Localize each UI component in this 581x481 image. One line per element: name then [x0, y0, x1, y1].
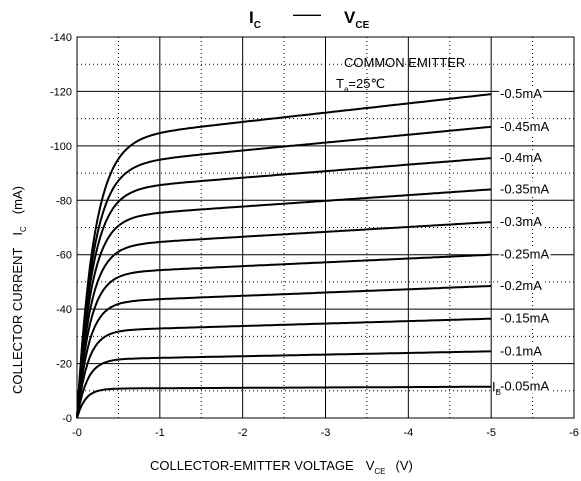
series-label-6: -0.3mA — [500, 214, 542, 229]
y-tick-label: -60 — [56, 250, 72, 262]
series-label-3: -0.15mA — [500, 311, 549, 326]
grid — [76, 36, 575, 419]
ib-curve-8 — [76, 157, 492, 419]
x-tick-label: -4 — [403, 427, 413, 439]
y-tick-label: -140 — [50, 32, 72, 44]
chart-title-ic-sub: C — [254, 20, 261, 31]
y-axis-label-sym: I — [10, 232, 25, 236]
ib-curve-2 — [76, 350, 492, 419]
y-axis-label-sub: C — [19, 226, 28, 232]
series-label-bg — [499, 246, 551, 262]
chart-title-ic: IC — [249, 8, 261, 31]
series-label-8: -0.4mA — [500, 150, 542, 165]
series-label-bg — [499, 343, 544, 359]
annotation-temperature-value: =25℃ — [348, 76, 385, 91]
series-label-5: -0.25mA — [500, 247, 549, 262]
series-label-10: -0.5mA — [500, 86, 542, 101]
chart-title-vce: VCE — [344, 8, 370, 31]
ib-curve-1 — [76, 385, 492, 419]
series-label-bg — [499, 378, 551, 394]
y-axis-label-unit: (mA) — [10, 186, 25, 214]
series-label-bg — [499, 214, 544, 230]
ib-prefix-sub: B — [496, 388, 501, 397]
series-label-bg — [499, 181, 551, 197]
annotation-temperature: Ta=25℃ — [336, 76, 385, 94]
series-label-7: -0.35mA — [500, 181, 549, 196]
series-label-bg — [499, 150, 544, 166]
tick-labels: -0 -1 -2 -3 -4 -5 -6 -0 -20 -40 -60 -80 -100 -120 -140 — [50, 32, 579, 439]
x-tick-label: -0 — [72, 427, 82, 439]
series-labels: -0.05mA -0.1mA -0.15mA -0.2mA -0.25mA -0.3mA -… — [499, 86, 551, 394]
y-tick-label: -80 — [56, 195, 72, 207]
y-axis-label: COLLECTOR CURRENTIC(mA) — [10, 186, 28, 394]
x-axis-label-sub: CE — [374, 467, 385, 476]
ib-curve-7 — [76, 188, 492, 419]
y-tick-label: -0 — [62, 413, 72, 425]
x-axis-label-unit: (V) — [396, 458, 413, 473]
x-tick-label: -5 — [486, 427, 496, 439]
x-axis-label: COLLECTOR-EMITTER VOLTAGE VCE (V) — [150, 458, 413, 476]
series-label-bg — [499, 310, 551, 326]
ib-curve-3 — [76, 317, 492, 419]
chart-title-separator: —— — [293, 6, 321, 22]
ib-curve-4 — [76, 285, 492, 419]
series-label-2: -0.1mA — [500, 343, 542, 358]
x-axis-label-sym: V — [366, 458, 375, 473]
series-label-bg — [499, 278, 544, 294]
y-tick-label: -120 — [50, 86, 72, 98]
x-tick-label: -3 — [321, 427, 331, 439]
series-label-1: -0.05mA — [500, 379, 549, 394]
annotation-common-emitter: COMMON EMITTER — [344, 55, 465, 70]
series-label-bg — [499, 86, 544, 102]
y-tick-label: -100 — [50, 141, 72, 153]
series-label-9: -0.45mA — [500, 119, 549, 134]
ib-curve-5 — [76, 253, 492, 419]
ib-prefix: IB — [492, 379, 501, 397]
x-tick-label: -1 — [155, 427, 165, 439]
chart-title-vce-sub: CE — [355, 20, 369, 31]
ib-curve-9 — [76, 125, 492, 419]
ib-curve-10 — [76, 93, 492, 419]
y-tick-label: -20 — [56, 359, 72, 371]
ib-curve-6 — [76, 221, 492, 419]
y-tick-label: -40 — [56, 304, 72, 316]
series-label-4: -0.2mA — [500, 278, 542, 293]
series-label-bg — [499, 118, 551, 134]
curves — [76, 93, 492, 419]
x-tick-label: -6 — [569, 427, 579, 439]
plot-frame — [76, 36, 575, 419]
annotation-temperature-sub: a — [344, 85, 349, 94]
x-tick-label: -2 — [238, 427, 248, 439]
